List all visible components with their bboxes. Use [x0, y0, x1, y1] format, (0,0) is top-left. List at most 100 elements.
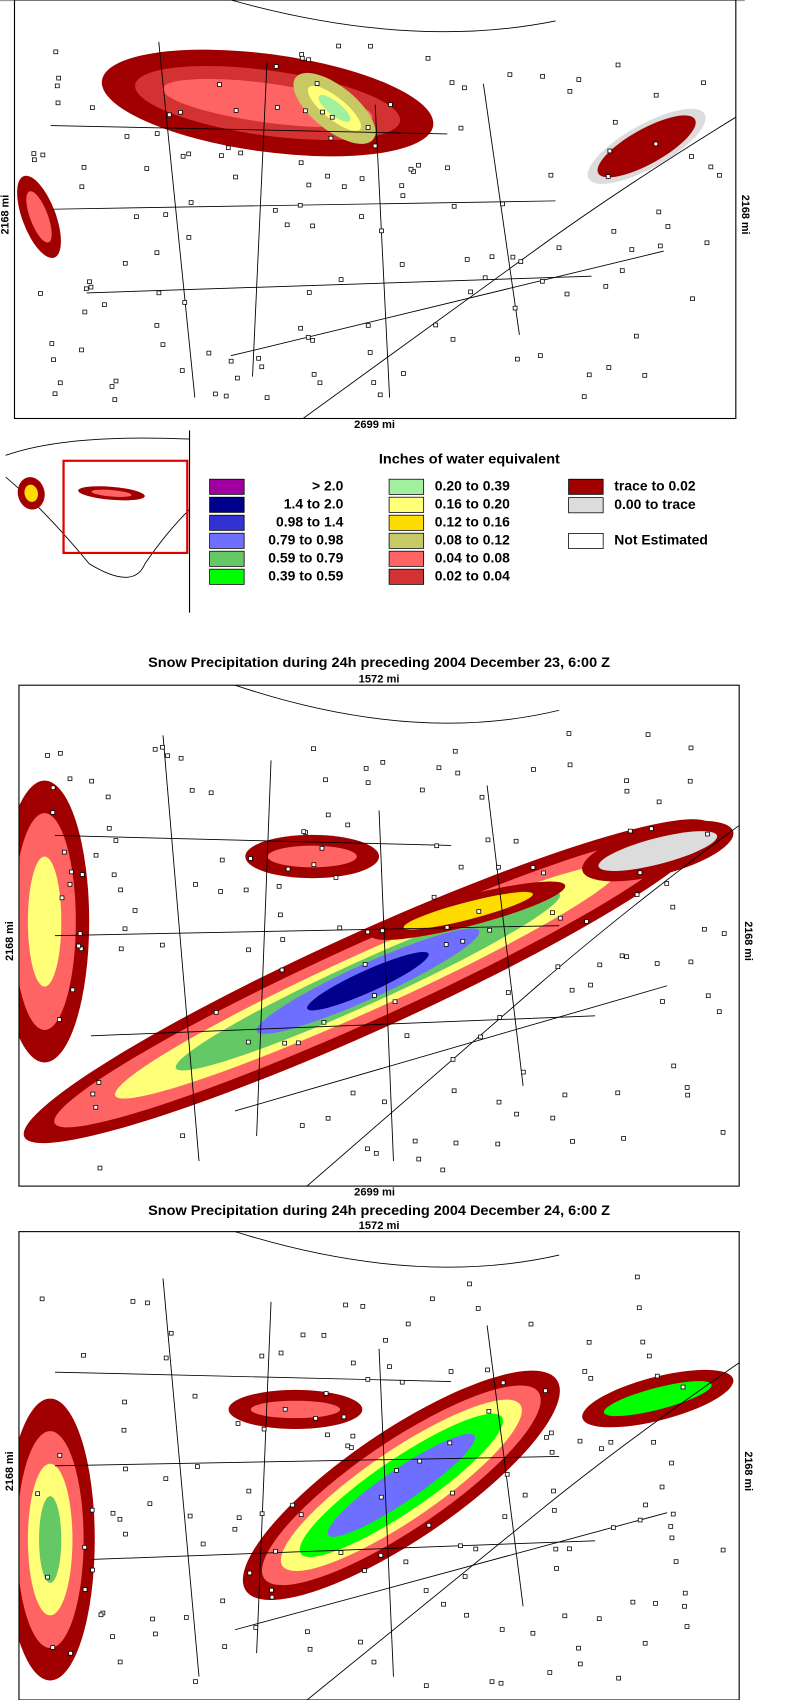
bottom-label: 2699 mi: [354, 1187, 395, 1199]
station-marker: [373, 1151, 379, 1156]
station-marker: [144, 166, 150, 171]
side-label: 2168 mi: [742, 1451, 754, 1491]
station-marker: [299, 55, 305, 61]
station-marker: [684, 1624, 690, 1629]
station-marker: [634, 333, 639, 339]
station-marker: [337, 925, 343, 931]
station-marker: [111, 872, 117, 878]
station-marker: [336, 43, 341, 49]
state-border: [90, 1540, 596, 1560]
station-marker: [319, 846, 325, 851]
station-marker: [90, 1091, 96, 1097]
station-marker: [147, 1501, 153, 1506]
station-marker: [558, 915, 563, 921]
station-marker: [581, 394, 587, 399]
station-marker: [554, 1566, 559, 1571]
station-marker: [363, 766, 369, 771]
station-marker: [434, 843, 440, 849]
state-border: [378, 1348, 394, 1677]
station-marker: [522, 1492, 528, 1498]
precip-area: [318, 94, 351, 122]
coastline: [234, 685, 560, 724]
station-marker: [168, 1330, 174, 1336]
station-marker: [90, 1567, 95, 1573]
station-marker: [79, 347, 84, 353]
station-marker: [35, 1491, 40, 1496]
legend-label: 1.4 to 2.0: [284, 497, 344, 512]
station-marker: [220, 1598, 226, 1604]
station-marker: [87, 279, 92, 285]
station-marker: [278, 1350, 284, 1356]
station-marker: [219, 153, 224, 158]
station-marker: [550, 910, 555, 915]
station-marker: [166, 112, 172, 118]
station-marker: [500, 1380, 506, 1386]
station-marker: [377, 392, 383, 398]
station-marker: [453, 1140, 459, 1146]
station-marker: [394, 1468, 399, 1473]
station-marker: [449, 80, 455, 85]
station-marker: [464, 257, 470, 262]
state-border: [86, 275, 592, 294]
station-marker: [219, 857, 225, 863]
coastline: [306, 825, 740, 1187]
station-marker: [358, 1639, 363, 1645]
station-marker: [200, 1541, 206, 1547]
station-marker: [685, 1092, 691, 1098]
station-marker: [588, 1376, 594, 1381]
station-marker: [365, 1377, 371, 1382]
station-marker: [653, 141, 659, 147]
station-marker: [646, 1353, 652, 1359]
station-marker: [32, 157, 37, 163]
station-marker: [193, 1679, 198, 1684]
station-marker: [597, 962, 603, 968]
state-border: [234, 985, 668, 1112]
station-marker: [567, 89, 573, 94]
precip-area: [26, 191, 52, 243]
state-border: [162, 1278, 200, 1677]
station-marker: [629, 247, 635, 252]
station-marker: [627, 828, 633, 834]
station-marker: [40, 152, 46, 158]
station-marker: [499, 1627, 505, 1632]
station-marker: [50, 785, 56, 790]
map-layer: 2168 mi 2168 mi 2699 mi 2168 mi 2168 mi 1572 …: [0, 0, 754, 1700]
station-marker: [403, 1559, 409, 1565]
station-marker: [274, 105, 280, 110]
side-label: 2168 mi: [742, 921, 754, 961]
station-marker: [321, 1333, 327, 1338]
station-marker: [673, 1559, 679, 1564]
station-marker: [540, 74, 545, 79]
station-marker: [187, 1513, 193, 1519]
station-marker: [607, 148, 613, 154]
legend-label: 0.39 to 0.59: [268, 569, 343, 584]
station-marker: [668, 1524, 674, 1529]
station-marker: [213, 391, 218, 397]
station-marker: [550, 1115, 556, 1121]
station-marker: [687, 778, 693, 784]
station-marker: [612, 119, 618, 125]
station-marker: [154, 131, 160, 136]
station-marker: [515, 356, 520, 362]
station-marker: [489, 1679, 495, 1684]
station-marker: [458, 125, 464, 131]
station-marker: [455, 770, 461, 776]
station-marker: [117, 1659, 123, 1665]
station-marker: [295, 1040, 301, 1046]
station-marker: [716, 1009, 722, 1014]
station-marker: [52, 391, 58, 396]
station-marker: [556, 245, 562, 251]
state-border: [230, 250, 664, 357]
station-marker: [311, 372, 317, 377]
station-marker: [153, 1631, 158, 1637]
station-marker: [551, 1488, 556, 1494]
station-marker: [124, 134, 130, 139]
station-marker: [431, 894, 437, 900]
station-marker: [433, 322, 439, 328]
station-marker: [328, 135, 334, 141]
state-border: [374, 104, 391, 398]
inset-region-box: [62, 459, 189, 555]
station-marker: [110, 1510, 116, 1516]
station-marker: [132, 908, 138, 913]
